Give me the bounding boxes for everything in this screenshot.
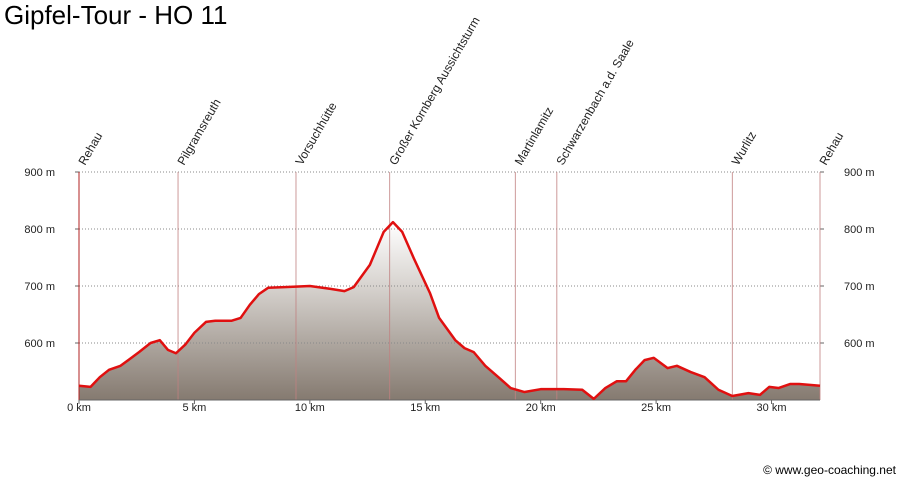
y2-tick-label: 700 m (844, 281, 875, 293)
x-tick-label: 0 km (67, 402, 91, 414)
y-tick-label: 800 m (24, 224, 55, 236)
waypoint-label: Großer Kornberg Aussichtsturm (386, 14, 482, 167)
y-tick-label: 600 m (24, 338, 55, 350)
y-tick-label: 900 m (24, 167, 55, 179)
waypoint-label: Rehau (75, 130, 105, 168)
x-tick-label: 5 km (182, 402, 206, 414)
area-fill (79, 222, 820, 400)
waypoint-label: Schwarzenbach a.d. Saale (553, 37, 637, 168)
credit: © www.geo-coaching.net (763, 463, 897, 477)
y2-tick-label: 600 m (844, 338, 875, 350)
waypoint-label: Pilgramsreuth (175, 96, 224, 167)
y2-tick-label: 900 m (844, 167, 875, 179)
y2-tick-label: 800 m (844, 224, 875, 236)
x-tick-label: 30 km (757, 402, 787, 414)
x-tick-label: 15 km (410, 402, 440, 414)
x-tick-label: 25 km (641, 402, 671, 414)
waypoint-label: Wurlitz (729, 129, 759, 168)
chart-title: Gipfel-Tour - HO 11 (4, 0, 227, 30)
waypoint-label: Martinlamitz (512, 104, 556, 167)
elevation-line (78, 220, 821, 401)
x-tick-label: 20 km (526, 402, 556, 414)
waypoint-label: Vorsuchhütte (292, 100, 339, 168)
waypoint-label: Rehau (816, 130, 846, 168)
x-tick-label: 10 km (295, 402, 325, 414)
y-tick-label: 700 m (24, 281, 55, 293)
